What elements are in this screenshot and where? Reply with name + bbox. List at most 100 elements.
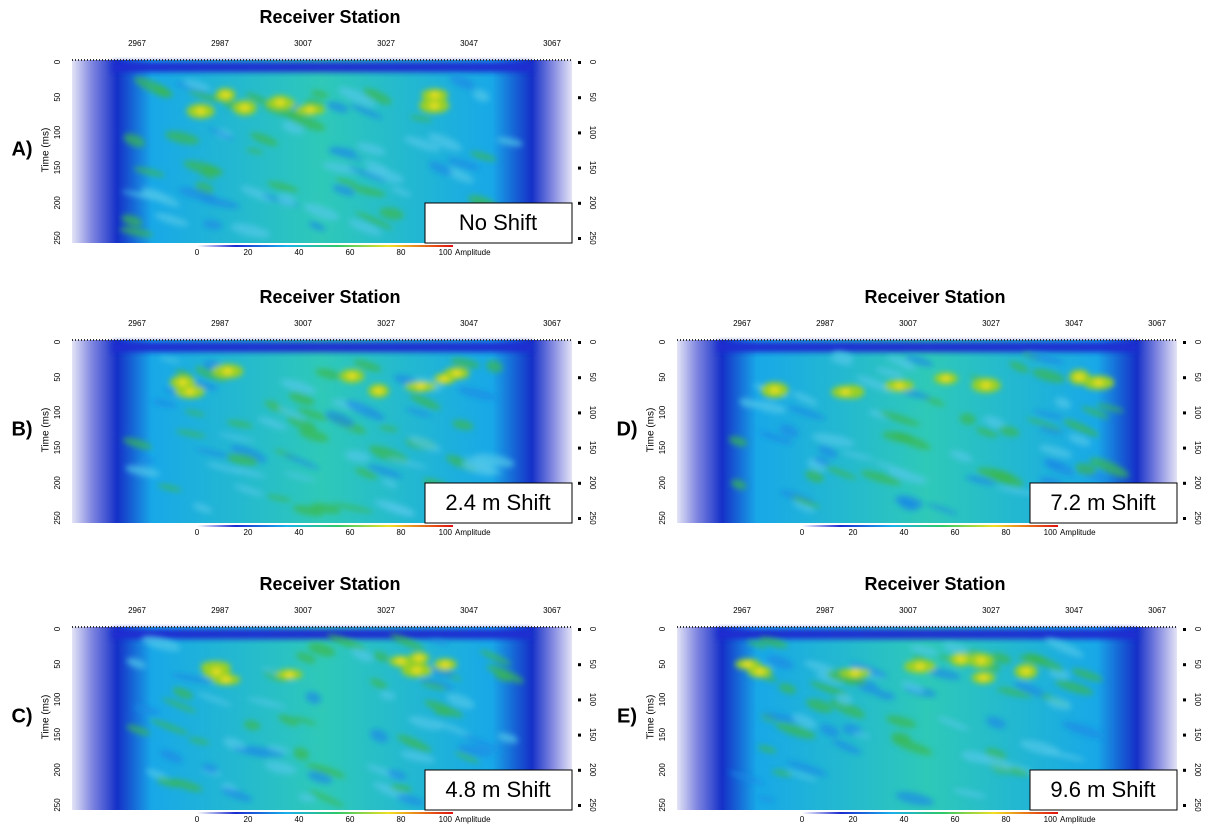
y-tick-label: 200: [658, 476, 667, 490]
x-tick-label: 2987: [211, 319, 229, 328]
x-tick-label: 3007: [899, 319, 917, 328]
x-tick-label: 3047: [1065, 606, 1083, 615]
colorbar: [802, 812, 1058, 814]
y-tick-label-right: 150: [1193, 728, 1202, 742]
colorbar-tick: 20: [849, 528, 858, 537]
y-tick: [578, 734, 581, 737]
y-tick-label: 0: [53, 626, 62, 631]
y-tick: [1183, 447, 1186, 450]
y-tick-label: 0: [658, 339, 667, 344]
y-tick-label: 50: [53, 372, 62, 381]
x-tick-label: 3067: [1148, 606, 1166, 615]
blob-hot: [414, 655, 424, 661]
y-tick-label-right: 150: [588, 441, 597, 455]
y-tick-label: 250: [53, 231, 62, 245]
colorbar-tick: 100: [1044, 815, 1058, 824]
x-tick-label: 3067: [543, 606, 561, 615]
x-tick-label: 3007: [294, 606, 312, 615]
colorbar-tick: 0: [195, 248, 200, 257]
y-tick-label: 50: [53, 659, 62, 668]
colorbar-tick: 40: [900, 528, 909, 537]
shift-label: 4.8 m Shift: [445, 777, 550, 802]
blob-hot: [452, 370, 462, 376]
colorbar-tick: 80: [397, 815, 406, 824]
panel: Receiver StationB)Time (ms)2967298730073…: [11, 287, 596, 537]
colorbar-tick: 40: [900, 815, 909, 824]
y-tick: [1183, 411, 1186, 414]
y-tick-label-right: 50: [1193, 373, 1202, 382]
blob-hot: [956, 656, 966, 662]
y-tick: [1183, 769, 1186, 772]
colorbar-label: Amplitude: [455, 528, 491, 537]
y-tick-label: 150: [658, 440, 667, 454]
panel-letter: A): [11, 138, 32, 160]
y-tick: [578, 167, 581, 170]
colorbar-tick: 100: [439, 528, 453, 537]
blob-hot: [1094, 380, 1104, 386]
colorbar: [802, 525, 1058, 527]
y-tick-label: 0: [53, 59, 62, 64]
y-tick-label-right: 250: [1193, 511, 1202, 525]
y-tick: [578, 517, 581, 520]
y-tick-label: 150: [53, 440, 62, 454]
x-tick-label: 3007: [899, 606, 917, 615]
y-tick-label: 50: [53, 92, 62, 101]
blob-hot: [305, 107, 315, 113]
colorbar-tick: 0: [800, 815, 805, 824]
x-tick-label: 3067: [543, 319, 561, 328]
y-tick: [578, 628, 581, 631]
y-tick-label: 200: [658, 763, 667, 777]
x-tick-label: 2987: [211, 39, 229, 48]
colorbar-label: Amplitude: [455, 815, 491, 824]
y-tick: [578, 804, 581, 807]
blob-hot: [941, 375, 951, 381]
y-tick-label: 50: [658, 659, 667, 668]
panel-letter: E): [617, 705, 637, 727]
colorbar-tick: 100: [439, 248, 453, 257]
y-tick-label-right: 0: [588, 340, 597, 345]
shift-label: 9.6 m Shift: [1050, 777, 1155, 802]
y-tick: [1183, 376, 1186, 379]
colorbar-tick: 60: [951, 528, 960, 537]
heatmap-top: [112, 62, 532, 72]
y-tick: [578, 237, 581, 240]
blob-hot: [770, 387, 780, 393]
colorbar-tick: 60: [346, 815, 355, 824]
x-tick-label: 3047: [460, 319, 478, 328]
heatmap-top: [112, 342, 532, 352]
colorbar-tick: 40: [295, 528, 304, 537]
y-tick-label: 200: [53, 196, 62, 210]
shift-label: 7.2 m Shift: [1050, 490, 1155, 515]
y-tick-label: 100: [53, 692, 62, 706]
blob-hot: [850, 670, 860, 676]
y-tick-label-right: 150: [1193, 441, 1202, 455]
y-tick-label-right: 50: [588, 660, 597, 669]
blob-hot: [196, 108, 206, 114]
blob-hot: [223, 368, 233, 374]
panel-letter: D): [616, 418, 637, 440]
heatmap-top: [717, 342, 1137, 352]
y-tick: [578, 663, 581, 666]
blob-hot: [240, 105, 250, 111]
y-axis-label: Time (ms): [41, 695, 52, 740]
y-tick-label: 250: [53, 798, 62, 812]
x-tick-label: 3007: [294, 39, 312, 48]
y-tick-label-right: 0: [1193, 340, 1202, 345]
y-tick-label-right: 150: [588, 728, 597, 742]
colorbar-tick: 100: [1044, 528, 1058, 537]
colorbar-tick: 40: [295, 815, 304, 824]
x-tick-label: 2967: [128, 319, 146, 328]
blob-hot: [221, 677, 231, 683]
x-tick-label: 2967: [733, 606, 751, 615]
y-tick: [1183, 341, 1186, 344]
x-tick-label: 2967: [128, 39, 146, 48]
heatmap-top: [717, 629, 1137, 639]
panel: Receiver StationC)Time (ms)2967298730073…: [11, 574, 596, 824]
y-tick: [1183, 698, 1186, 701]
y-tick: [578, 61, 581, 64]
x-tick-label: 3047: [460, 39, 478, 48]
y-tick-label-right: 100: [588, 126, 597, 140]
y-tick: [578, 202, 581, 205]
blob-hot: [220, 92, 230, 98]
x-tick-label: 2967: [128, 606, 146, 615]
